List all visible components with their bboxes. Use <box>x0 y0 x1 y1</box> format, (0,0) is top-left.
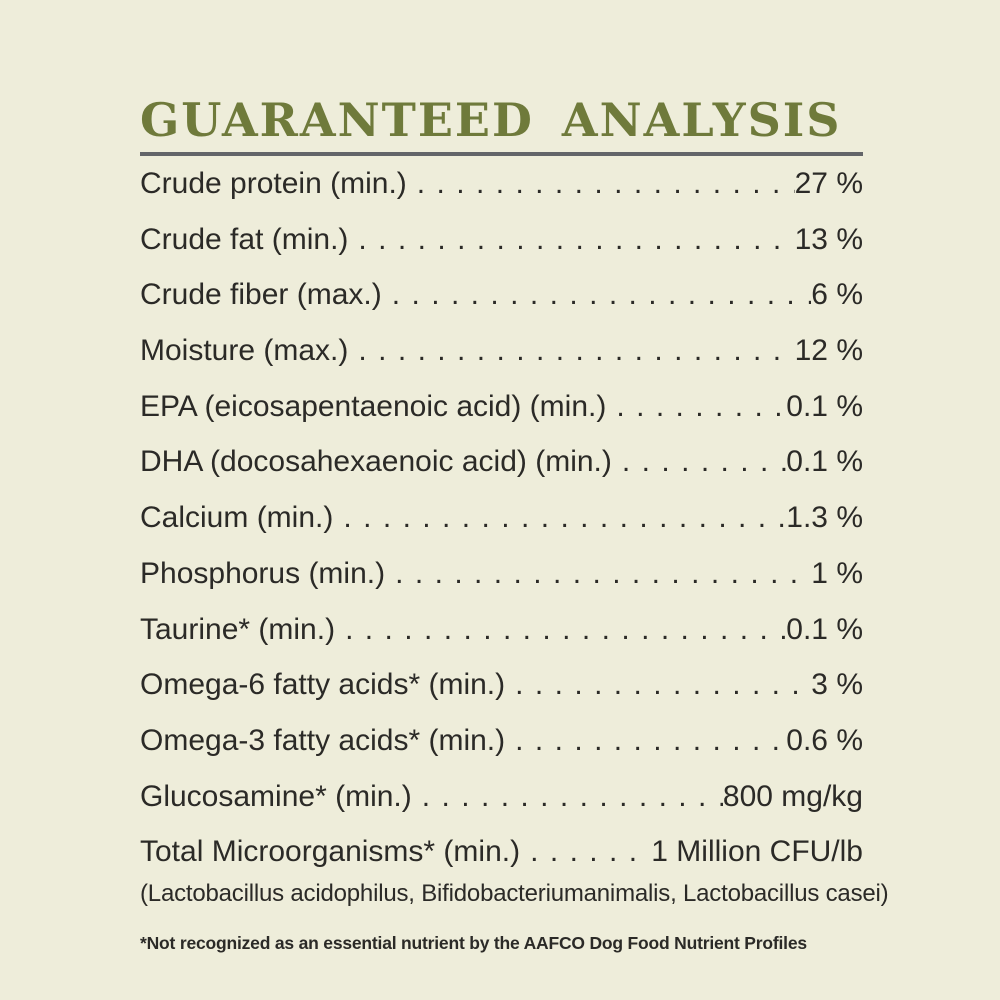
dot-leader: ........................................… <box>416 167 795 200</box>
nutrient-label: Crude protein (min.) <box>140 167 407 200</box>
nutrient-value: 0.6 % <box>786 723 863 757</box>
dot-leader: ........................................… <box>343 501 786 535</box>
footnote: *Not recognized as an essential nutrient… <box>140 932 807 953</box>
dot-leader: ........................................… <box>515 723 786 757</box>
nutrient-value: 27 % <box>794 167 863 200</box>
analysis-row: Taurine* (min.) ........................… <box>140 602 863 658</box>
dot-leader: ........................................… <box>395 556 812 590</box>
nutrient-label: Crude fiber (max.) <box>140 278 382 312</box>
dot-leader: ........................................… <box>391 278 812 312</box>
nutrient-value: 1.3 % <box>786 501 863 535</box>
analysis-row: Crude fiber (max.) .....................… <box>140 267 863 323</box>
analysis-row: Calcium (min.) .........................… <box>140 490 863 546</box>
dot-leader: ........................................… <box>621 445 786 479</box>
nutrient-label: EPA (eicosapentaenoic acid) (min.) <box>140 389 607 423</box>
dot-leader: ........................................… <box>358 222 794 256</box>
nutrient-label: Glucosamine* (min.) <box>140 779 412 813</box>
nutrient-value: 0.1 % <box>786 445 863 479</box>
analysis-row: Omega-6 fatty acids* (min.) ............… <box>140 657 863 713</box>
analysis-row: DHA (docosahexaenoic acid) (min.) ......… <box>140 434 863 490</box>
dot-leader: ........................................… <box>616 389 786 423</box>
nutrient-label: Total Microorganisms* (min.) <box>140 835 521 869</box>
nutrient-label: Taurine* (min.) <box>140 612 336 646</box>
analysis-row: Phosphorus (min.) ......................… <box>140 546 863 602</box>
nutrient-value: 13 % <box>794 222 863 256</box>
nutrient-label: Crude fat (min.) <box>140 222 349 256</box>
nutrient-label: Moisture (max.) <box>140 334 349 368</box>
analysis-row: Crude protein (min.) ...................… <box>140 156 863 212</box>
analysis-row: Omega-3 fatty acids* (min.) ............… <box>140 713 863 769</box>
analysis-table: Crude protein (min.) ...................… <box>140 156 863 880</box>
analysis-row: Crude fat (min.) .......................… <box>140 212 863 268</box>
nutrient-value: 800 mg/kg <box>722 779 863 813</box>
nutrient-label: Phosphorus (min.) <box>140 556 386 590</box>
dot-leader: ........................................… <box>421 779 723 813</box>
nutrient-value: 1 Million CFU/lb <box>651 835 863 869</box>
nutrient-label: DHA (docosahexaenoic acid) (min.) <box>140 445 612 479</box>
nutrient-value: 0.1 % <box>786 612 863 646</box>
microorganisms-detail: (Lactobacillus acidophilus, Bifidobacter… <box>140 879 889 907</box>
panel-title: GUARANTEED ANALYSIS <box>140 93 842 147</box>
nutrient-value: 6 % <box>811 278 863 312</box>
dot-leader: ........................................… <box>358 334 794 368</box>
dot-leader: ........................................… <box>345 612 786 646</box>
nutrient-label: Omega-6 fatty acids* (min.) <box>140 668 506 702</box>
nutrient-value: 3 % <box>811 668 863 702</box>
analysis-row: Total Microorganisms* (min.) ...........… <box>140 824 863 880</box>
nutrient-value: 0.1 % <box>786 389 863 423</box>
nutrient-value: 1 % <box>811 556 863 590</box>
dot-leader: ........................................… <box>530 835 651 869</box>
nutrient-label: Omega-3 fatty acids* (min.) <box>140 723 506 757</box>
dot-leader: ........................................… <box>515 668 812 702</box>
analysis-row: EPA (eicosapentaenoic acid) (min.) .....… <box>140 379 863 435</box>
analysis-row: Moisture (max.) ........................… <box>140 323 863 379</box>
analysis-row: Glucosamine* (min.) ....................… <box>140 769 863 825</box>
title-divider <box>140 152 863 156</box>
nutrient-label: Calcium (min.) <box>140 501 334 535</box>
nutrient-value: 12 % <box>794 334 863 368</box>
